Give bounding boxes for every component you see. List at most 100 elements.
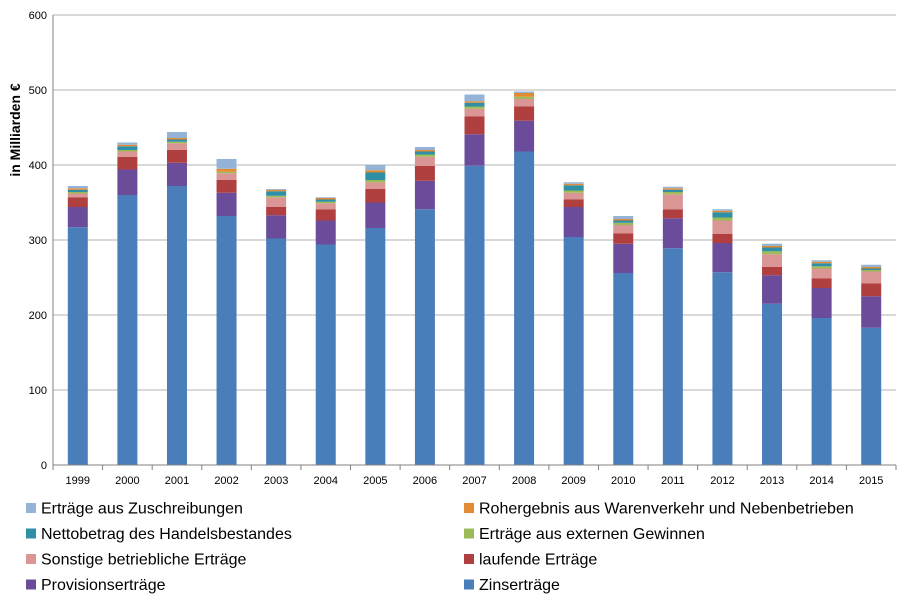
bar-segment-2015-4 [861,270,882,272]
x-tick-label-2006: 2006 [413,475,437,487]
bar-segment-2009-0 [563,237,584,465]
axes [52,15,897,470]
bar-segment-2002-4 [216,171,237,174]
legend: Erträge aus Zuschreibungen Rohergebnis au… [26,501,854,594]
bar-segment-2006-7 [414,147,435,150]
x-tick-label-2015: 2015 [859,475,883,487]
bar-segment-2001-6 [166,138,187,140]
y-axis-label: in Milliarden € [7,83,23,177]
x-tick-label-2012: 2012 [710,475,734,487]
bar-segment-2006-1 [414,180,435,210]
bar-segment-2010-1 [613,243,634,273]
bar-segment-2012-7 [712,209,733,211]
legend-label: Erträge aus externen Gewinnen [479,526,705,543]
bar-segment-1999-0 [67,227,88,465]
bar-segment-2008-4 [514,96,535,99]
bar-segment-2010-5 [613,220,634,223]
bar-segment-2014-5 [811,263,832,267]
bar-segment-2007-0 [464,165,485,465]
bar-segment-2010-3 [613,225,634,234]
legend-swatch [464,579,474,590]
bar-segment-2012-1 [712,243,733,273]
bar-segment-2015-7 [861,264,882,267]
bar-segment-2007-4 [464,106,485,109]
x-tick-label-2005: 2005 [363,475,387,487]
bar-segment-2000-7 [117,142,138,145]
bar-segment-2002-0 [216,216,237,465]
bar-segment-2015-2 [861,283,882,297]
y-tick-label: 100 [29,385,47,397]
bar-segment-2004-0 [315,244,336,465]
y-tick-label: 0 [41,460,47,472]
bar-segment-2014-2 [811,278,832,288]
bar-segment-2000-2 [117,156,138,170]
y-tick-label: 600 [29,10,47,22]
bar-segment-2013-6 [762,246,783,248]
legend-swatch [26,579,36,590]
bar-segment-2005-4 [365,180,386,183]
legend-label: Sonstige betriebliche Erträge [41,552,247,569]
bar-segment-2012-4 [712,217,733,221]
bar-segment-2015-5 [861,268,882,270]
bar-segment-1999-7 [67,186,88,189]
bar-segment-2015-3 [861,271,882,284]
bar-segment-2008-1 [514,120,535,152]
bar-segment-2008-2 [514,106,535,121]
bar-segment-2006-5 [414,151,435,155]
bar-segment-2012-6 [712,210,733,213]
bar-segment-2014-0 [811,318,832,465]
bar-segment-2005-7 [365,165,386,171]
bar-segment-2001-7 [166,132,187,138]
bar-segment-2006-6 [414,150,435,152]
bar-segment-2006-0 [414,209,435,465]
bar-segment-2004-4 [315,201,336,204]
bar-segment-2014-6 [811,261,832,264]
bar-segment-2013-4 [762,251,783,255]
x-tick-label-2000: 2000 [115,475,139,487]
bar-segment-2002-3 [216,173,237,180]
bar-segment-2003-5 [266,191,287,196]
bar-segment-2003-2 [266,207,287,216]
bar-segment-2013-7 [762,243,783,246]
bar-segment-2015-0 [861,327,882,465]
x-tick-label-2009: 2009 [561,475,585,487]
y-tick-labels: 0 100 200 300 400 500 600 [29,10,47,472]
bar-segment-2012-5 [712,212,733,218]
bar-segment-2001-2 [166,150,187,163]
bar-segment-2012-3 [712,220,733,234]
legend-swatch [26,503,36,513]
bar-segment-2011-1 [662,218,683,249]
legend-label: Rohergebnis aus Warenverkehr und Nebenbe… [479,501,854,518]
y-tick-label: 500 [29,85,47,97]
x-tick-label-2002: 2002 [214,475,238,487]
bar-segment-2000-6 [117,144,138,147]
bar-segment-2002-2 [216,180,237,193]
bar-segment-2013-3 [762,254,783,267]
legend-label: Zinserträge [479,577,560,594]
bar-segment-2013-1 [762,275,783,304]
x-tick-label-2010: 2010 [611,475,635,487]
bar-segment-2005-3 [365,182,386,189]
legend-swatch [464,528,474,539]
y-tick-label: 200 [29,310,47,322]
bar-segment-2006-3 [414,156,435,166]
y-tick-label: 300 [29,235,47,247]
bar-segment-2011-0 [662,248,683,465]
bar-segment-2007-5 [464,102,485,107]
bar-segment-2011-3 [662,194,683,210]
bar-segment-2010-2 [613,233,634,244]
x-tick-label-2004: 2004 [313,475,337,487]
bar-segment-2009-5 [563,185,584,191]
bar-segment-2000-0 [117,195,138,465]
bar-segment-2013-2 [762,267,783,276]
bar-segment-2012-2 [712,234,733,243]
bar-segment-2009-2 [563,199,584,207]
x-tick-label-2014: 2014 [809,475,833,487]
bar-segment-2008-0 [514,151,535,465]
bar-segment-2013-5 [762,247,783,252]
bar-segment-2010-4 [613,222,634,225]
legend-swatch [464,503,474,513]
legend-swatch [464,554,474,564]
bar-segment-2004-5 [315,199,336,202]
bar-segment-1999-2 [67,197,88,207]
